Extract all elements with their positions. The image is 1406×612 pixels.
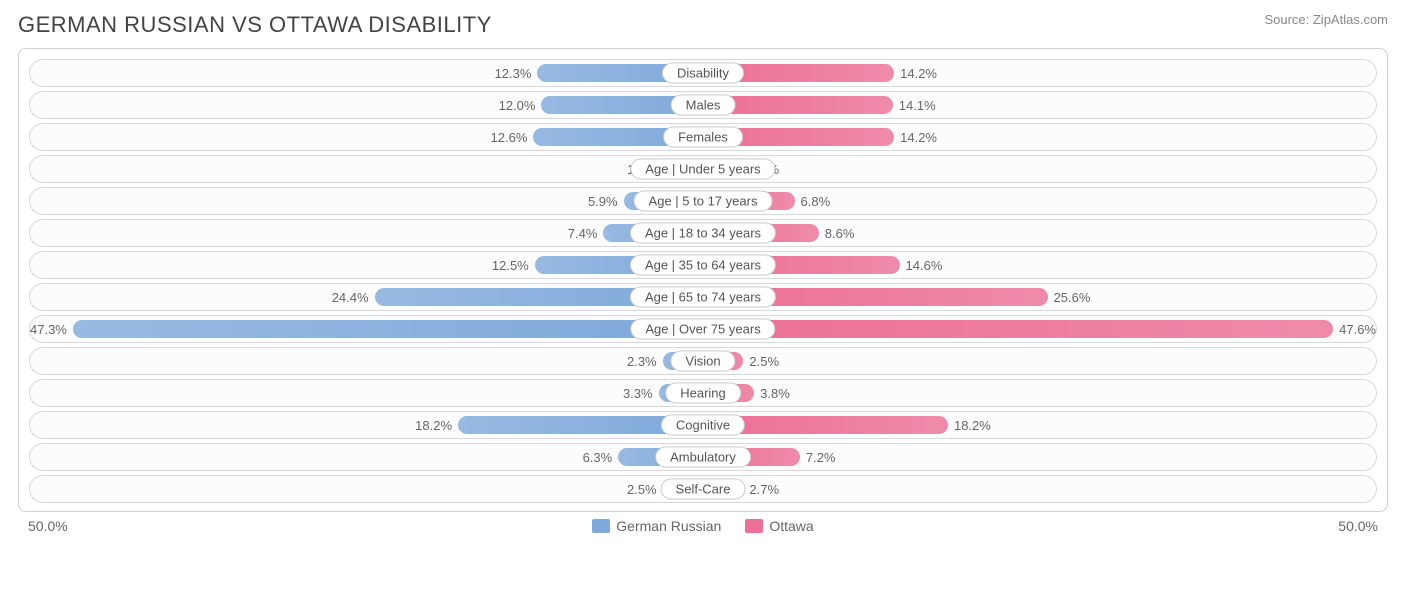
row-right-half: 1.7%	[703, 156, 1376, 182]
axis-right-label: 50.0%	[1328, 518, 1378, 534]
row-left-half: 6.3%	[30, 444, 703, 470]
row-left-half: 7.4%	[30, 220, 703, 246]
left-value-label: 12.3%	[495, 66, 532, 81]
legend-swatch-left	[592, 519, 610, 533]
legend-label-right: Ottawa	[769, 518, 813, 534]
row-right-half: 18.2%	[703, 412, 1376, 438]
chart-title: GERMAN RUSSIAN VS OTTAWA DISABILITY	[18, 12, 492, 38]
category-pill: Age | 65 to 74 years	[630, 287, 776, 308]
row-left-half: 5.9%	[30, 188, 703, 214]
legend-swatch-right	[745, 519, 763, 533]
legend-item-left: German Russian	[592, 518, 721, 534]
chart-row: 2.3% 2.5% Vision	[29, 347, 1377, 375]
row-left-half: 2.5%	[30, 476, 703, 502]
left-value-label: 5.9%	[588, 194, 618, 209]
left-value-label: 47.3%	[30, 322, 67, 337]
category-pill: Age | 35 to 64 years	[630, 255, 776, 276]
row-right-half: 47.6%	[703, 316, 1376, 342]
category-pill: Disability	[662, 63, 744, 84]
category-pill: Females	[663, 127, 743, 148]
right-value-label: 14.1%	[899, 98, 936, 113]
left-bar	[73, 320, 703, 338]
chart-row: 12.5% 14.6% Age | 35 to 64 years	[29, 251, 1377, 279]
category-pill: Self-Care	[661, 479, 746, 500]
row-left-half: 18.2%	[30, 412, 703, 438]
chart-row: 18.2% 18.2% Cognitive	[29, 411, 1377, 439]
chart-footer: 50.0% German Russian Ottawa 50.0%	[18, 518, 1388, 534]
chart-row: 12.0% 14.1% Males	[29, 91, 1377, 119]
row-right-half: 3.8%	[703, 380, 1376, 406]
row-left-half: 12.3%	[30, 60, 703, 86]
legend-label-left: German Russian	[616, 518, 721, 534]
left-value-label: 12.0%	[499, 98, 536, 113]
row-right-half: 8.6%	[703, 220, 1376, 246]
category-pill: Cognitive	[661, 415, 745, 436]
chart-row: 24.4% 25.6% Age | 65 to 74 years	[29, 283, 1377, 311]
chart-row: 5.9% 6.8% Age | 5 to 17 years	[29, 187, 1377, 215]
legend-item-right: Ottawa	[745, 518, 813, 534]
right-value-label: 3.8%	[760, 386, 790, 401]
right-bar	[703, 320, 1333, 338]
row-right-half: 2.5%	[703, 348, 1376, 374]
left-value-label: 12.6%	[491, 130, 528, 145]
left-value-label: 18.2%	[415, 418, 452, 433]
category-pill: Age | 5 to 17 years	[634, 191, 773, 212]
row-left-half: 1.6%	[30, 156, 703, 182]
chart-row: 3.3% 3.8% Hearing	[29, 379, 1377, 407]
right-value-label: 47.6%	[1339, 322, 1376, 337]
category-pill: Hearing	[665, 383, 741, 404]
legend: German Russian Ottawa	[78, 518, 1328, 534]
row-right-half: 14.6%	[703, 252, 1376, 278]
row-right-half: 14.2%	[703, 60, 1376, 86]
row-left-half: 12.6%	[30, 124, 703, 150]
left-value-label: 24.4%	[332, 290, 369, 305]
right-value-label: 25.6%	[1054, 290, 1091, 305]
row-right-half: 7.2%	[703, 444, 1376, 470]
category-pill: Males	[671, 95, 736, 116]
left-value-label: 12.5%	[492, 258, 529, 273]
row-right-half: 6.8%	[703, 188, 1376, 214]
chart-row: 2.5% 2.7%Self-Care	[29, 475, 1377, 503]
category-pill: Vision	[670, 351, 735, 372]
row-right-half: 14.2%	[703, 124, 1376, 150]
right-value-label: 14.2%	[900, 66, 937, 81]
row-left-half: 12.0%	[30, 92, 703, 118]
chart-row: 7.4% 8.6% Age | 18 to 34 years	[29, 219, 1377, 247]
left-value-label: 7.4%	[568, 226, 598, 241]
right-value-label: 6.8%	[801, 194, 831, 209]
chart-source: Source: ZipAtlas.com	[1264, 12, 1388, 27]
row-left-half: 24.4%	[30, 284, 703, 310]
row-left-half: 12.5%	[30, 252, 703, 278]
left-value-label: 6.3%	[583, 450, 613, 465]
row-right-half: 2.7%	[703, 476, 1376, 502]
right-value-label: 18.2%	[954, 418, 991, 433]
chart-row: 6.3% 7.2% Ambulatory	[29, 443, 1377, 471]
left-value-label: 2.5%	[627, 482, 657, 497]
chart-row: 1.6%1.7%Age | Under 5 years	[29, 155, 1377, 183]
chart-row: 12.6% 14.2% Females	[29, 123, 1377, 151]
axis-left-label: 50.0%	[28, 518, 78, 534]
right-value-label: 7.2%	[806, 450, 836, 465]
row-right-half: 25.6%	[703, 284, 1376, 310]
right-value-label: 2.5%	[749, 354, 779, 369]
chart-row: 47.3% 47.6% Age | Over 75 years	[29, 315, 1377, 343]
category-pill: Ambulatory	[655, 447, 751, 468]
left-value-label: 2.3%	[627, 354, 657, 369]
left-value-label: 3.3%	[623, 386, 653, 401]
right-value-label: 8.6%	[825, 226, 855, 241]
chart-area: 12.3% 14.2% Disability 12.0% 14.1% Males 12.6%…	[18, 48, 1388, 512]
row-left-half: 2.3%	[30, 348, 703, 374]
right-value-label: 14.6%	[906, 258, 943, 273]
row-right-half: 14.1%	[703, 92, 1376, 118]
row-left-half: 3.3%	[30, 380, 703, 406]
category-pill: Age | Over 75 years	[630, 319, 775, 340]
right-value-label: 14.2%	[900, 130, 937, 145]
row-left-half: 47.3%	[30, 316, 703, 342]
chart-row: 12.3% 14.2% Disability	[29, 59, 1377, 87]
chart-header: GERMAN RUSSIAN VS OTTAWA DISABILITY Sour…	[18, 12, 1388, 38]
category-pill: Age | 18 to 34 years	[630, 223, 776, 244]
right-value-label: 2.7%	[749, 482, 779, 497]
category-pill: Age | Under 5 years	[630, 159, 775, 180]
